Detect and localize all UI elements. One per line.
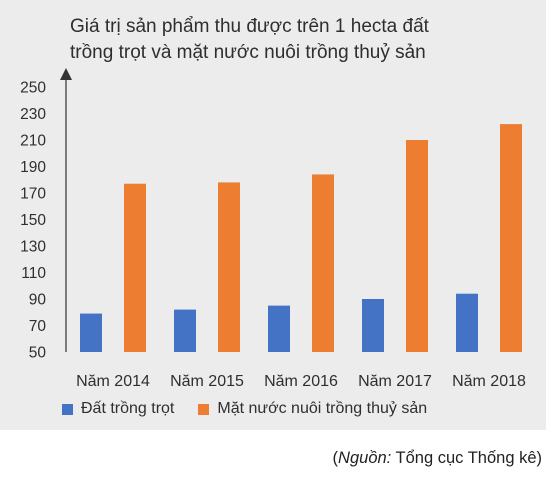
y-tick-label: 230 bbox=[20, 106, 46, 123]
x-tick-label: Năm 2018 bbox=[452, 373, 526, 390]
source-label: Nguồn: bbox=[338, 449, 392, 467]
y-tick-label: 90 bbox=[29, 292, 47, 309]
x-tick-label: Năm 2014 bbox=[76, 373, 150, 390]
x-tick-label: Năm 2017 bbox=[358, 373, 432, 390]
y-tick-label: 150 bbox=[20, 212, 46, 229]
bar-dat-trong-trot-3 bbox=[268, 305, 290, 352]
source-note: (Nguồn: Tổng cục Thống kê) bbox=[333, 449, 542, 468]
bar-dat-trong-trot-2 bbox=[174, 309, 196, 352]
legend: Đất trồng trọt Mặt nước nuôi trồng thuỷ … bbox=[62, 400, 451, 418]
y-tick-label: 210 bbox=[20, 133, 46, 150]
y-axis-ticks: 50 70 90 110 130 150 170 190 210 230 250 bbox=[20, 80, 46, 362]
y-tick-label: 170 bbox=[20, 186, 46, 203]
bars bbox=[80, 124, 522, 352]
legend-label-series-1: Đất trồng trọt bbox=[81, 400, 175, 417]
y-tick-label: 70 bbox=[29, 318, 47, 335]
bar-mat-nuoc-nuoi-trong-3 bbox=[312, 174, 334, 352]
y-tick-label: 110 bbox=[21, 265, 46, 282]
x-axis-ticks: Năm 2014 Năm 2015 Năm 2016 Năm 2017 Năm 2018 bbox=[76, 373, 526, 390]
bar-mat-nuoc-nuoi-trong-4 bbox=[406, 140, 428, 352]
x-tick-label: Năm 2016 bbox=[264, 373, 338, 390]
legend-item-series-1: Đất trồng trọt bbox=[62, 400, 174, 418]
chart-title-line-2: trồng trọt và mặt nước nuôi trồng thuỷ s… bbox=[70, 42, 426, 63]
legend-swatch-blue bbox=[62, 403, 73, 415]
legend-label-series-2: Mặt nước nuôi trồng thuỷ sản bbox=[217, 400, 428, 417]
chart-panel: Giá trị sản phẩm thu được trên 1 hecta đ… bbox=[0, 0, 546, 430]
chart-title-line-1: Giá trị sản phẩm thu được trên 1 hecta đ… bbox=[70, 16, 429, 37]
bar-mat-nuoc-nuoi-trong-5 bbox=[500, 124, 522, 352]
y-tick-label: 250 bbox=[20, 80, 46, 97]
x-tick-label: Năm 2015 bbox=[170, 373, 244, 390]
y-tick-label: 190 bbox=[20, 159, 46, 176]
bar-dat-trong-trot-1 bbox=[80, 313, 102, 352]
y-tick-label: 130 bbox=[20, 239, 46, 256]
source-text: Tổng cục Thống kê) bbox=[391, 449, 542, 467]
bar-dat-trong-trot-4 bbox=[362, 299, 384, 352]
bar-mat-nuoc-nuoi-trong-1 bbox=[124, 183, 146, 352]
source-prefix: ( bbox=[332, 449, 339, 467]
chart-title: Giá trị sản phẩm thu được trên 1 hecta đ… bbox=[70, 14, 540, 66]
bar-mat-nuoc-nuoi-trong-2 bbox=[218, 182, 240, 352]
bar-dat-trong-trot-5 bbox=[456, 293, 478, 352]
legend-item-series-2: Mặt nước nuôi trồng thuỷ sản bbox=[198, 400, 427, 418]
y-tick-label: 50 bbox=[29, 345, 47, 362]
legend-swatch-orange bbox=[198, 403, 210, 415]
